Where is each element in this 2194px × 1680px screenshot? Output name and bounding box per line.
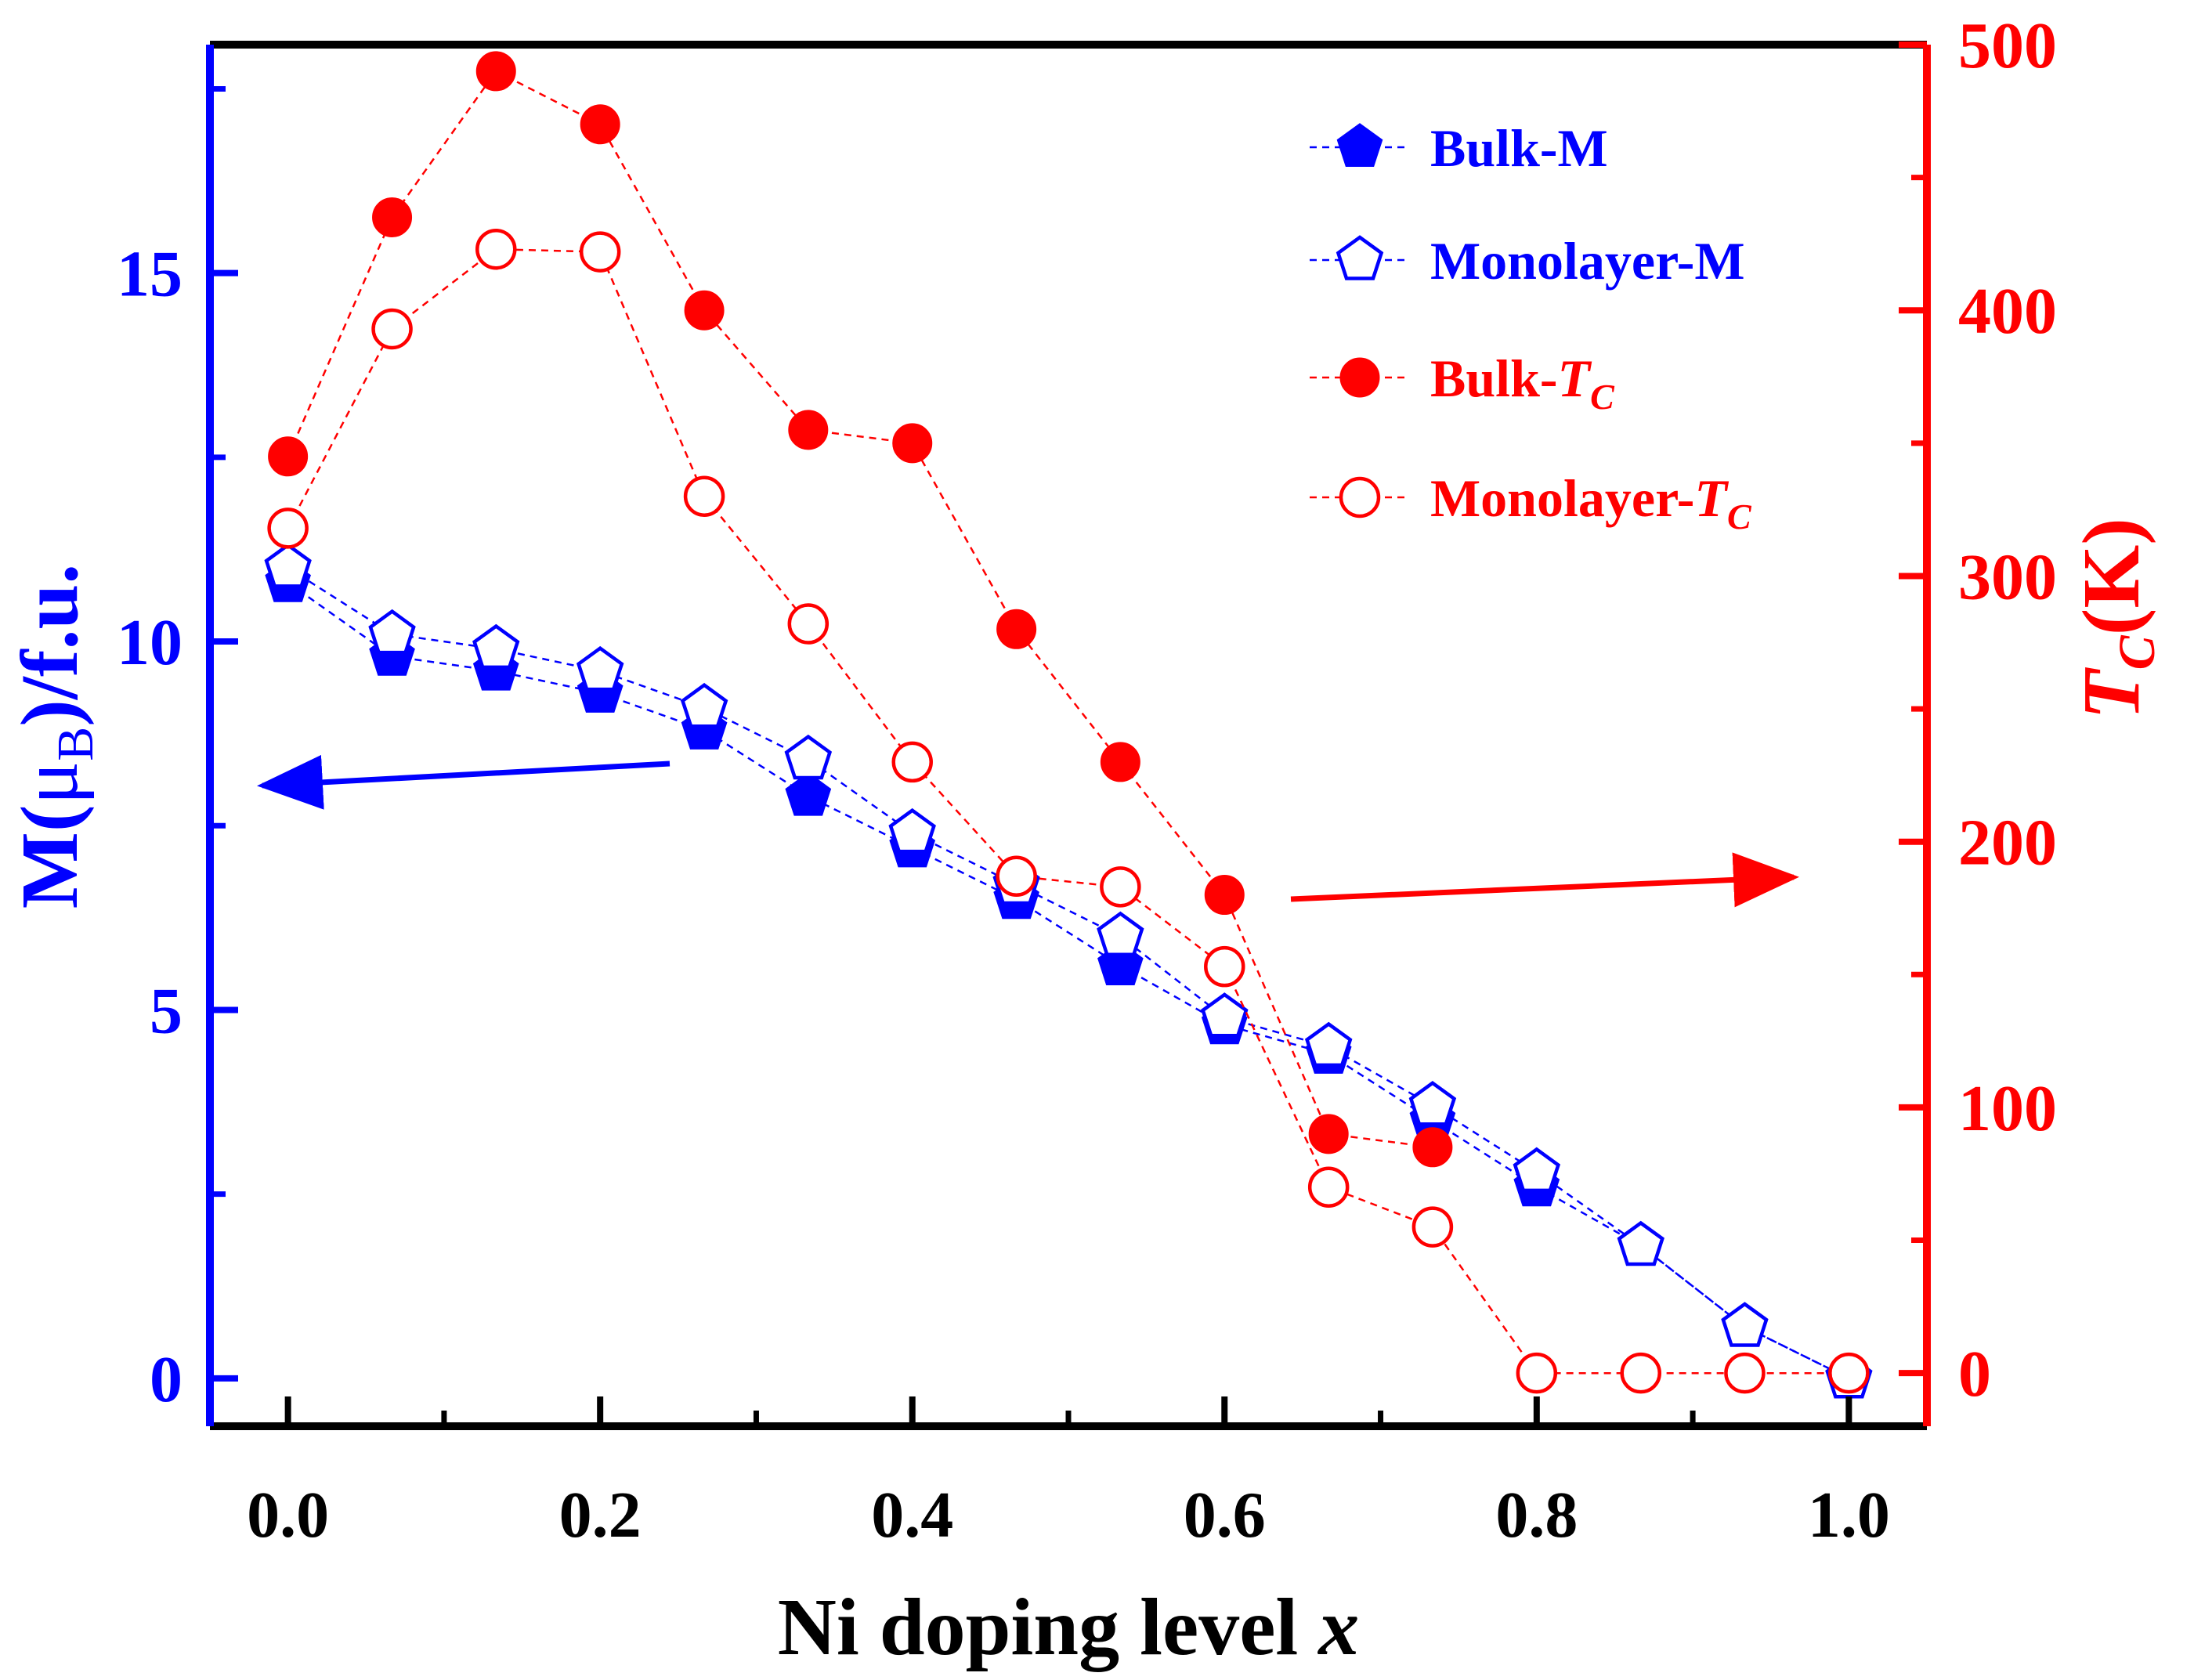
data-point-Monolayer-TC (1411, 1206, 1454, 1248)
data-point-Monolayer-M (1097, 911, 1144, 957)
left-tick-label: 5 (150, 974, 183, 1047)
data-point-Bulk-TC (684, 290, 725, 331)
legend-label: Monolayer-TC (1430, 468, 1752, 537)
x-ticks: 0.0 0.2 0.4 0.6 0.8 1.0 (247, 1396, 1890, 1552)
series-line-Monolayer-TC (287, 247, 1849, 1375)
left-tick-label: 10 (117, 606, 183, 679)
series-Monolayer-TC (267, 228, 1870, 1394)
right-axis-arrow (1290, 852, 1799, 908)
data-point-Monolayer-TC (371, 308, 413, 350)
x-tick-label: 0.4 (871, 1479, 953, 1552)
left-tick-label: 0 (150, 1343, 183, 1416)
data-point-Bulk-TC (1412, 1127, 1453, 1168)
right-tick-label: 0 (1958, 1338, 1991, 1411)
data-point-Bulk-TC (1308, 1114, 1349, 1154)
data-point-Bulk-M (785, 771, 832, 816)
legend-item: Monolayer-M (1310, 231, 1745, 291)
data-point-Monolayer-M (1721, 1302, 1769, 1347)
data-point-Monolayer-TC (1828, 1352, 1870, 1394)
data-point-Monolayer-TC (1307, 1166, 1350, 1208)
data-point-Monolayer-M (1408, 1081, 1457, 1126)
right-tick-label: 100 (1958, 1072, 2057, 1145)
legend-label: Monolayer-M (1430, 231, 1745, 291)
data-point-Monolayer-M (784, 734, 833, 780)
right-tick-label: 500 (1958, 9, 2057, 82)
right-tick-label: 200 (1958, 807, 2057, 880)
data-point-Monolayer-M (264, 543, 312, 588)
series-Bulk-M (265, 558, 1872, 1398)
x-tick-label: 0.2 (559, 1479, 642, 1552)
data-point-Monolayer-TC (1724, 1352, 1766, 1394)
data-point-Monolayer-TC (1620, 1352, 1661, 1394)
x-axis-title: Ni doping level x (778, 1582, 1360, 1672)
series-line-Monolayer-M (287, 566, 1849, 1379)
data-point-Monolayer-TC (891, 741, 933, 783)
right-axis-title: TC(K) (2066, 518, 2166, 720)
x-tick-label: 1.0 (1808, 1479, 1890, 1552)
legend-item: Bulk-M (1310, 118, 1608, 178)
legend-label: Bulk-TC (1430, 349, 1615, 417)
left-y-ticks: 0 5 10 15 (117, 85, 238, 1416)
x-tick-label: 0.6 (1184, 1479, 1266, 1552)
left-axis-arrow (257, 754, 670, 810)
left-tick-label: 15 (117, 238, 183, 311)
data-point-Monolayer-TC (1516, 1352, 1558, 1394)
data-point-Bulk-TC (1204, 875, 1245, 916)
data-point-Bulk-TC (580, 104, 620, 145)
x-tick-label: 0.0 (247, 1479, 329, 1552)
data-point-Monolayer-M (888, 807, 936, 854)
data-point-Monolayer-TC (996, 855, 1037, 898)
series-line-Bulk-M (287, 581, 1849, 1379)
legend-marker (1336, 123, 1383, 167)
data-point-Monolayer-TC (475, 228, 517, 270)
data-point-Monolayer-TC (787, 603, 830, 645)
data-point-Monolayer-TC (683, 475, 725, 517)
data-point-Bulk-TC (788, 410, 829, 450)
legend-marker (1339, 476, 1381, 518)
data-point-Bulk-TC (372, 197, 413, 237)
data-point-Monolayer-M (368, 609, 416, 655)
data-point-Monolayer-M (1513, 1147, 1561, 1193)
data-point-Monolayer-M (1617, 1220, 1664, 1266)
data-point-Bulk-TC (475, 51, 516, 92)
data-point-Monolayer-M (1201, 992, 1249, 1038)
legend-item: Bulk-TC (1310, 349, 1615, 417)
data-point-Monolayer-M (680, 682, 728, 728)
data-point-Bulk-TC (268, 436, 309, 477)
right-y-ticks: 0 100 200 300 400 500 (1899, 9, 2057, 1411)
x-tick-label: 0.8 (1495, 1479, 1578, 1552)
legend-item: Monolayer-TC (1310, 468, 1752, 537)
data-point-Monolayer-TC (267, 508, 309, 549)
series-layer (264, 51, 1873, 1399)
left-axis-title: M(μB)/f.u. (5, 564, 104, 909)
data-point-Monolayer-TC (1100, 866, 1141, 908)
data-point-Bulk-TC (1100, 742, 1140, 782)
legend-marker (1339, 357, 1380, 398)
series-line-Bulk-TC (287, 70, 1433, 1149)
data-point-Monolayer-M (472, 623, 520, 670)
right-tick-label: 300 (1958, 540, 2057, 613)
data-point-Monolayer-TC (579, 231, 621, 273)
data-point-Monolayer-TC (1204, 945, 1245, 988)
data-point-Monolayer-M (1304, 1021, 1353, 1068)
legend: Bulk-M Monolayer-M Bulk-TC Monolayer-TC (1310, 118, 1752, 537)
data-point-Bulk-TC (892, 423, 933, 464)
legend-label: Bulk-M (1430, 118, 1608, 178)
legend-marker (1336, 235, 1384, 280)
data-point-Monolayer-M (576, 645, 624, 692)
series-Bulk-TC (268, 51, 1453, 1168)
data-point-Bulk-TC (996, 609, 1037, 649)
right-tick-label: 400 (1958, 275, 2057, 348)
